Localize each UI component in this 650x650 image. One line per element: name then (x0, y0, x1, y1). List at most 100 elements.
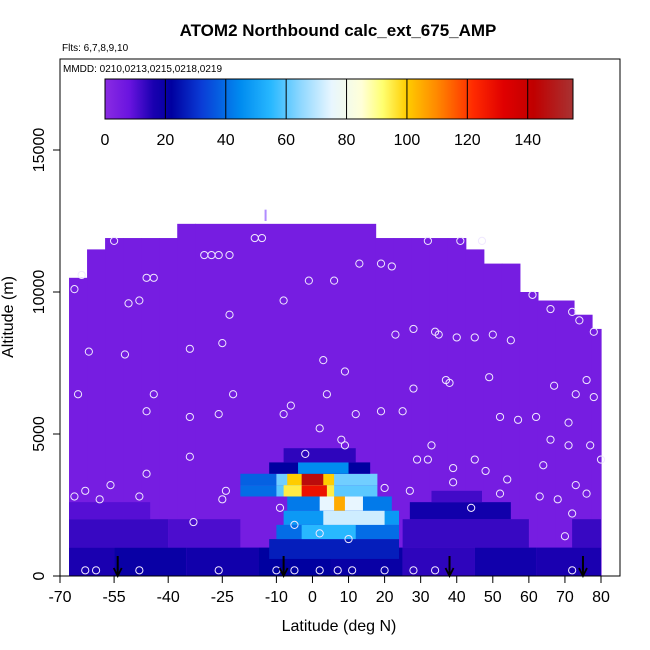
observation-point (430, 566, 440, 575)
observation-point (535, 492, 544, 501)
observation-point (290, 520, 299, 529)
observation-point (560, 532, 570, 541)
observation-point (95, 495, 104, 504)
observation-point (330, 276, 339, 285)
observation-point (110, 236, 119, 245)
envelope-column (69, 277, 88, 576)
observation-point (304, 276, 313, 285)
observation-point (275, 503, 285, 512)
y-tick-label: 5000 (31, 416, 48, 452)
observation-point (409, 384, 418, 393)
observation-point (135, 492, 144, 501)
heat-cell (240, 485, 277, 497)
x-tick-label: -40 (157, 589, 180, 606)
observation-point (568, 307, 577, 316)
observation-point (149, 273, 158, 282)
x-tick-label: 30 (412, 589, 430, 606)
observation-point (452, 333, 461, 342)
observation-point (582, 489, 591, 498)
colorbar-tick-label: 40 (217, 132, 235, 149)
observation-point (135, 296, 144, 305)
heat-cell (69, 519, 169, 548)
x-tick-label: 50 (484, 589, 502, 606)
observation-point (589, 392, 598, 402)
observation-point (380, 566, 389, 575)
y-tick-label: 0 (31, 571, 48, 580)
heat-cell (69, 547, 115, 576)
observation-point (391, 330, 400, 339)
observation-point (218, 495, 227, 504)
colorbar: 0 20 40 60 80 100 120 140 (101, 78, 574, 149)
envelope-column (105, 238, 124, 577)
observation-point (185, 412, 194, 422)
observation-point (225, 310, 234, 319)
heat-cell (323, 510, 385, 525)
heatmap-layer (69, 209, 602, 577)
heat-cell (301, 485, 327, 497)
observation-point (568, 566, 577, 575)
observation-point (481, 466, 490, 476)
observation-point (589, 327, 598, 336)
observation-point (427, 441, 436, 450)
observation-point (185, 452, 194, 461)
observation-point (315, 529, 324, 538)
observation-point (380, 483, 389, 493)
heat-cell (572, 519, 601, 548)
x-tick-label: -55 (103, 589, 126, 606)
observation-point (376, 259, 386, 268)
observation-point (412, 455, 422, 464)
colorbar-tick-label: 60 (277, 132, 295, 149)
heat-cell (402, 519, 529, 548)
observation-point (503, 475, 512, 484)
observation-point (333, 566, 342, 575)
observation-point (135, 566, 144, 575)
observation-point (376, 407, 386, 416)
observation-point (528, 290, 537, 299)
observation-point (214, 250, 223, 260)
observation-point (571, 390, 580, 399)
plot-frame (59, 58, 621, 577)
observation-point (142, 469, 151, 478)
observation-point (434, 330, 443, 339)
colorbar-tick-label: 80 (338, 132, 356, 149)
y-tick-label: 10000 (31, 270, 48, 315)
heat-cell (168, 519, 241, 548)
observation-point (77, 270, 86, 280)
observation-point (229, 390, 238, 399)
envelope-column (393, 238, 413, 577)
colorbar-tick-label: 20 (156, 132, 174, 149)
observation-point (568, 509, 577, 518)
envelope-column (411, 238, 431, 577)
observation-point (553, 495, 562, 504)
observation-point (546, 435, 555, 444)
envelope-column (177, 223, 196, 576)
y-axis: 0 5000 10000 15000 (31, 128, 60, 580)
observation-point (124, 299, 133, 308)
observation-point (290, 566, 299, 575)
observation-point (279, 296, 288, 305)
observation-point (409, 324, 418, 334)
observation-point (495, 489, 505, 498)
observation-point (449, 478, 458, 487)
colorbar-tick-label: 120 (454, 132, 481, 149)
envelope-column (573, 314, 593, 576)
x-axis-title: Latitude (deg N) (282, 618, 397, 635)
observation-point (488, 330, 497, 339)
observation-point (575, 316, 584, 325)
heat-cell (269, 539, 400, 559)
observation-point (506, 336, 515, 345)
observation-points (70, 233, 606, 575)
observation-point (70, 492, 79, 501)
observation-point (81, 486, 90, 495)
heat-cell (409, 502, 511, 520)
observation-point (571, 481, 580, 490)
observation-point (315, 566, 324, 575)
observation-point (539, 461, 548, 470)
observation-point (423, 455, 432, 464)
observation-point (120, 350, 130, 359)
observation-point (214, 410, 223, 419)
heat-cell (114, 547, 187, 576)
observation-point (456, 236, 465, 245)
observation-point (142, 407, 151, 416)
